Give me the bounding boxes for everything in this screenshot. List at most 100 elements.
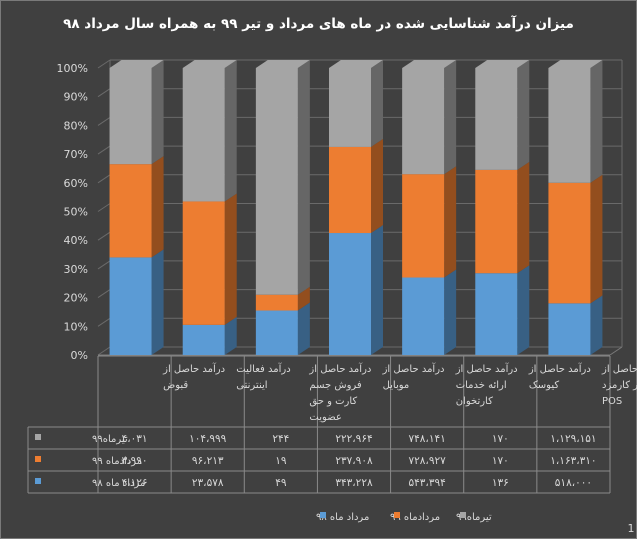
- bar-segment: [329, 233, 371, 355]
- gridline-side: [97, 260, 111, 270]
- table-cell: ۴۹: [275, 477, 287, 489]
- bar-segment: [548, 303, 591, 355]
- legend-key: [460, 512, 466, 518]
- corner-mark: 1: [628, 522, 635, 535]
- gridline-side: [97, 346, 111, 356]
- table-cell: ۵۱۸،۰۰۰: [555, 477, 592, 489]
- table-cell: ۱،۱۶۳،۳۱۰: [550, 455, 596, 467]
- bar-side: [517, 161, 530, 274]
- bar-side: [224, 60, 237, 202]
- y-tick-label: 40%: [64, 234, 88, 247]
- category-label: ارائه خدمات: [456, 380, 507, 391]
- bar-segment: [475, 169, 518, 274]
- table-cell: ۱۰۴،۹۹۹: [189, 433, 227, 445]
- legend-label: تیرماه۹۹: [456, 512, 492, 523]
- bar-side: [371, 138, 383, 234]
- y-tick-label: 60%: [64, 177, 88, 190]
- category-label: کارتخوان: [456, 396, 493, 407]
- bar-side: [224, 316, 237, 355]
- legend-key: [394, 512, 400, 518]
- gridline-side: [97, 317, 111, 327]
- bar-segment: [548, 182, 591, 304]
- bar-segment: [402, 68, 445, 175]
- bar-top: [255, 60, 310, 68]
- category-label: درآمد فعالیت: [236, 362, 290, 375]
- gridline-side: [97, 174, 111, 184]
- bar-segment: [402, 277, 445, 355]
- bar-side: [297, 302, 310, 355]
- bar-top: [329, 60, 383, 68]
- bar-segment: [255, 68, 298, 295]
- y-tick-label: 0%: [71, 349, 88, 362]
- y-tick-label: 80%: [64, 119, 88, 132]
- bar-top: [182, 60, 237, 68]
- table-cell: ۷۲۸،۹۲۷: [409, 455, 447, 467]
- bar-side: [590, 174, 603, 304]
- bar-side: [297, 60, 310, 295]
- table-cell: ۴،۱۲۶: [122, 477, 148, 489]
- category-label: سایر کارمزد: [602, 380, 637, 391]
- bar-segment: [255, 310, 298, 355]
- table-row-label: مردادماه ۹۹: [92, 456, 142, 467]
- bar-side: [371, 60, 383, 147]
- table-legend-key: [35, 478, 41, 484]
- table-cell: ۳،۹۹۰: [122, 455, 148, 467]
- table-cell: ۲۴۴: [272, 433, 289, 445]
- category-label: درآمد حاصل از: [601, 362, 637, 375]
- bar-side: [151, 60, 164, 165]
- bar-segment: [182, 201, 225, 325]
- gridline-side: [97, 59, 111, 69]
- gridline-side: [97, 145, 111, 155]
- bar-segment: [329, 68, 371, 147]
- bar-side: [517, 265, 530, 355]
- bar-segment: [182, 68, 225, 202]
- bar-top: [402, 60, 457, 68]
- chart-title: میزان درآمد شناسایی شده در ماه های مرداد…: [63, 16, 574, 32]
- bar-segment: [329, 146, 371, 234]
- table-cell: ۱۷۰: [492, 433, 509, 445]
- table-cell: ۱۷۰: [492, 455, 509, 467]
- bar-segment: [109, 68, 152, 165]
- bar-side: [590, 60, 603, 183]
- gridline-side: [97, 289, 111, 299]
- table-cell: ۹۶،۲۱۳: [192, 455, 224, 467]
- bar-segment: [548, 68, 591, 183]
- bar-side: [590, 295, 603, 355]
- y-tick-label: 20%: [64, 292, 88, 305]
- floor-side-edge: [609, 346, 623, 356]
- table-row-label: مرداد ماه ۹۸: [92, 478, 145, 489]
- bar-top: [475, 60, 530, 68]
- table-legend-key: [35, 434, 41, 440]
- y-tick-label: 10%: [64, 320, 88, 333]
- table-cell: ۵۴۳،۳۹۴: [409, 477, 446, 489]
- bar-segment: [475, 68, 518, 170]
- y-tick-label: 50%: [64, 206, 88, 219]
- category-label: POS: [602, 396, 622, 407]
- bar-segment: [255, 294, 298, 311]
- bar-side: [517, 60, 530, 170]
- bar-side: [371, 225, 383, 355]
- table-cell: ۷۴۸،۱۴۱: [409, 433, 446, 445]
- bar-side: [151, 249, 164, 355]
- y-tick-label: 100%: [57, 62, 88, 75]
- bar-side: [444, 60, 457, 175]
- category-label: کارت و حق: [309, 396, 357, 407]
- bar-segment: [402, 174, 445, 278]
- gridline-side: [97, 203, 111, 212]
- table-cell: ۲۲۲،۹۶۴: [335, 433, 372, 445]
- gridline-side: [97, 88, 111, 98]
- category-label: درآمد حاصل از: [455, 362, 518, 375]
- table-cell: ۲۳۷،۹۰۸: [335, 455, 373, 467]
- y-tick-label: 90%: [64, 91, 88, 104]
- category-label: موبایل: [383, 380, 410, 391]
- category-label: کیوسک: [529, 380, 560, 391]
- bar-segment: [475, 273, 518, 355]
- category-label: درآمد حاصل از: [308, 362, 371, 375]
- bar-side: [444, 166, 457, 278]
- legend-label: مردادماه ۹۹: [390, 512, 440, 523]
- bar-side: [297, 286, 310, 311]
- table-cell: ۱۳۶: [492, 477, 509, 489]
- legend-label: مرداد ماه ۹۸: [316, 512, 369, 523]
- category-label: قبوض: [163, 380, 188, 391]
